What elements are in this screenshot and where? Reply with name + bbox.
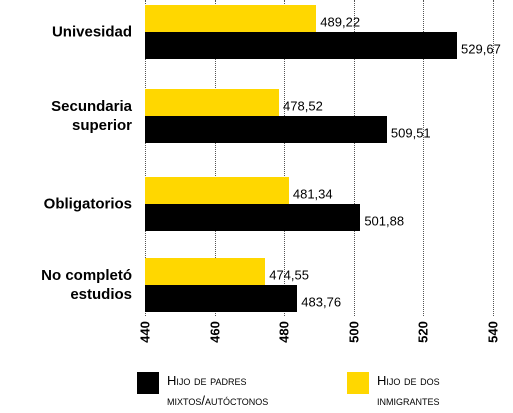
value-label: 483,76: [301, 294, 342, 309]
x-tick-label: 460: [207, 321, 223, 343]
category-label: Obligatorios: [43, 195, 132, 213]
bar: [145, 5, 317, 32]
value-label: 501,88: [364, 213, 405, 228]
bar: [145, 204, 361, 231]
value-label: 481,34: [292, 186, 333, 201]
legend-label: Hijo de dos inmigrantes: [377, 373, 440, 408]
category-label: No completó estudios: [41, 267, 132, 303]
bar: [145, 285, 298, 312]
value-label: 478,52: [283, 98, 323, 113]
value-label: 529,67: [461, 41, 501, 56]
x-tick-label: 480: [276, 321, 292, 343]
bar: [145, 116, 387, 143]
bar: [145, 177, 289, 204]
grid-line: [493, 0, 494, 316]
x-tick-label: 540: [485, 321, 501, 343]
x-tick-label: 500: [346, 321, 362, 343]
grid-line: [214, 0, 216, 316]
x-tick-label: 520: [415, 321, 431, 343]
bar: [145, 89, 280, 116]
category-label: Univesidad: [51, 23, 132, 41]
category-label: Secundaria superior: [51, 98, 132, 134]
grid-line: [284, 0, 286, 316]
value-label: 509,51: [390, 125, 431, 140]
grid-line: [423, 0, 425, 316]
legend-label: Hijo de padres mixtos/autóctonos: [167, 373, 269, 408]
grid-line: [145, 0, 146, 316]
legend-swatch: [347, 372, 369, 394]
legend-swatch: [137, 372, 159, 394]
value-label: 489,22: [320, 14, 361, 29]
bar: [145, 32, 458, 59]
grid-line: [353, 0, 355, 316]
bar: [145, 258, 266, 285]
value-label: 474,55: [269, 267, 309, 282]
x-tick-label: 440: [137, 321, 153, 343]
